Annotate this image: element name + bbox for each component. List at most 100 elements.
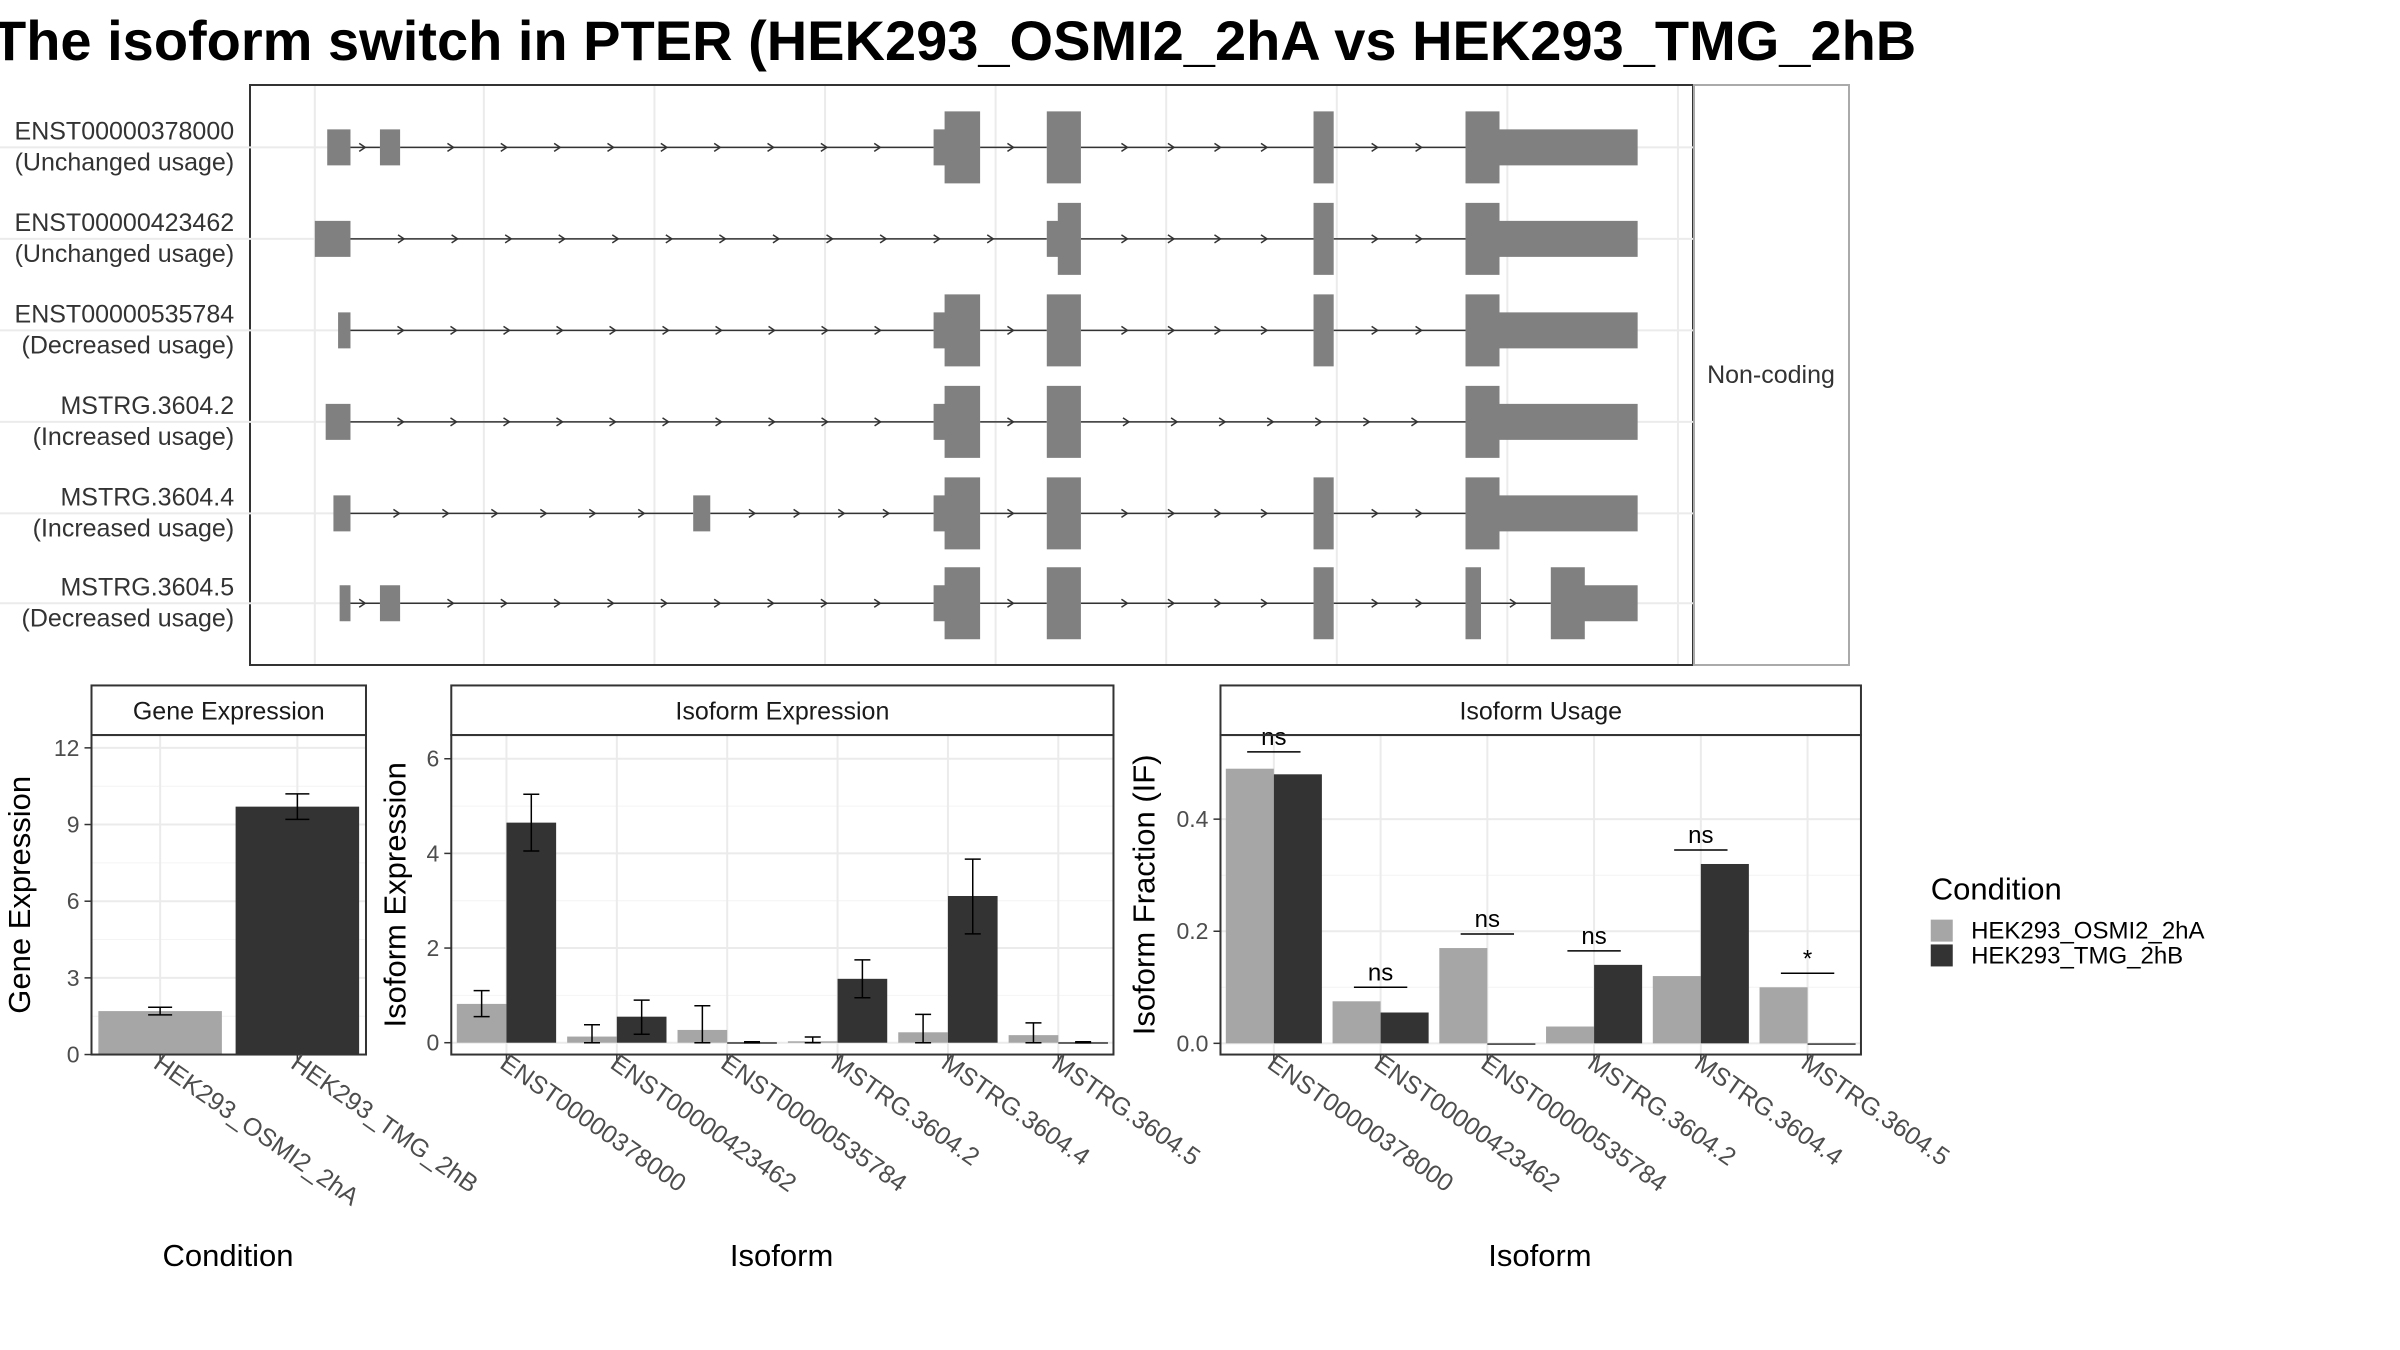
significance-label: ns [1368,959,1393,986]
strand-arrow [490,508,499,518]
strand-arrow [1167,142,1176,152]
y-tick-label: 0.0 [1176,1030,1208,1056]
legend-swatch [1930,944,1953,967]
strand-arrow [553,598,562,608]
y-tick-label: 0.2 [1176,918,1208,944]
strand-arrow [1121,234,1129,244]
bar [1273,774,1322,1044]
strand-arrow [1362,417,1371,427]
strand-arrow [715,325,723,335]
exon-block [933,567,981,640]
strand-arrow [553,142,562,152]
strand-arrow [662,325,670,335]
strand-arrow [821,417,829,427]
exon-block [933,385,981,458]
y-axis-title: Isoform Expression [377,762,412,1027]
bar [1546,1026,1595,1044]
y-tick-label: 6 [67,888,80,914]
strand-arrow [450,325,458,335]
strand-arrow [1121,508,1129,518]
strand-arrow [713,598,722,608]
exon-block [333,495,351,532]
strand-arrow [503,325,511,335]
panel-strip-title: Isoform Expression [675,697,889,725]
strand-arrow [556,417,564,427]
exon-block [933,111,981,184]
strand-arrow [837,508,846,518]
strand-arrow [1371,508,1379,518]
strand-arrow [358,142,367,152]
y-tick-label: 4 [426,840,439,866]
significance-label: ns [1475,906,1500,933]
strand-arrow [767,598,775,608]
x-tick-label: ENST00000423462 [1369,1049,1565,1198]
strand-arrow [539,508,548,518]
strand-arrow [874,325,882,335]
strand-arrow [611,234,620,244]
strand-arrow [1415,508,1423,518]
strand-arrow [609,417,617,427]
bar [1439,948,1488,1044]
significance-label: ns [1581,923,1606,950]
strand-arrow [713,142,722,152]
y-tick-label: 0 [426,1030,439,1056]
exon-block [933,477,981,550]
strand-arrow [820,142,829,152]
strand-arrow [986,234,995,244]
transcript-usage-label: (Unchanged usage) [15,148,235,176]
significance-label: ns [1688,822,1713,849]
isoform-expression-panel: Isoform Expression 0 2 4 6 ENST00000378000ENS… [377,684,1205,1273]
strand-arrow [607,142,615,152]
x-tick-label: ENST00000535784 [716,1049,912,1198]
strand-arrow [1371,325,1379,335]
strand-arrow [450,417,458,427]
exon-block [1046,111,1081,184]
significance-label: * [1803,945,1812,972]
strand-arrow [1007,325,1015,335]
strand-arrow [397,325,405,335]
strand-arrow [1371,142,1379,152]
strand-arrow [1260,508,1269,518]
strand-arrow [662,417,670,427]
y-tick-label: 3 [67,965,80,991]
strand-arrow [607,598,615,608]
strand-arrow [873,142,882,152]
strand-arrow [1415,234,1423,244]
strand-arrow [1007,142,1015,152]
strand-arrow [1260,234,1269,244]
strand-arrow [1371,234,1379,244]
strand-arrow [558,234,567,244]
plot-area [1220,735,1861,1055]
x-axis-title: Isoform [730,1238,833,1273]
strand-arrow [1007,417,1015,427]
structure-strip [1693,84,1850,666]
strand-arrow [882,508,891,518]
bar [1700,863,1749,1044]
exon-block [1465,202,1638,275]
exon-block [1465,111,1638,184]
y-tick-label: 12 [54,735,80,761]
strand-arrow [1266,417,1275,427]
x-axis-title: Condition [162,1238,293,1273]
transcript-usage-label: (Increased usage) [33,423,235,451]
exon-block [1046,477,1081,550]
significance-label: ns [1261,724,1286,751]
strand-arrow [826,234,834,244]
exon-block [933,294,981,367]
strand-arrow [447,142,455,152]
transcript-row: ENST00000378000 (Unchanged usage) [0,111,1693,184]
strand-arrow [660,598,669,608]
strand-arrow [588,508,597,518]
strand-arrow [1260,598,1269,608]
x-tick-label: ENST00000378000 [495,1049,691,1198]
x-tick-label: ENST00000378000 [1262,1049,1458,1198]
exon-block [1046,202,1081,275]
strand-arrow [1260,142,1269,152]
transcript-usage-label: (Decreased usage) [22,331,235,359]
exon-block [1313,294,1334,367]
bar [1594,964,1643,1044]
plot-area [451,735,1114,1055]
y-tick-label: 6 [426,746,439,772]
x-tick-label: ENST00000423462 [605,1049,801,1198]
strand-arrow [397,234,406,244]
